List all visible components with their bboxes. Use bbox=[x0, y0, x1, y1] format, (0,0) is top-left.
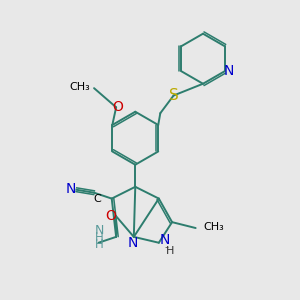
Text: N: N bbox=[66, 182, 76, 196]
Text: S: S bbox=[169, 88, 178, 103]
Text: CH₃: CH₃ bbox=[203, 222, 224, 232]
Text: N: N bbox=[127, 236, 137, 250]
Text: O: O bbox=[112, 100, 123, 114]
Text: N: N bbox=[160, 233, 170, 247]
Text: N: N bbox=[94, 224, 104, 237]
Text: H: H bbox=[95, 238, 103, 251]
Text: H: H bbox=[166, 246, 174, 256]
Text: H: H bbox=[95, 231, 103, 244]
Text: O: O bbox=[105, 209, 116, 223]
Text: C: C bbox=[93, 194, 101, 204]
Text: CH₃: CH₃ bbox=[69, 82, 90, 92]
Text: -: - bbox=[164, 242, 168, 252]
Text: N: N bbox=[224, 64, 234, 78]
